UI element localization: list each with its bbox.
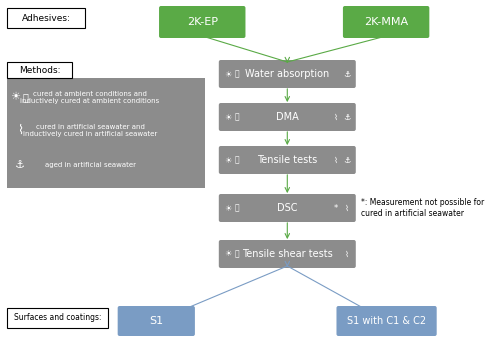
FancyBboxPatch shape: [219, 194, 356, 222]
Text: ⚓: ⚓: [15, 160, 25, 170]
Text: ⚓: ⚓: [343, 112, 350, 121]
Text: *: *: [334, 203, 338, 212]
Text: cured at ambient conditions and
inductively cured at ambient conditions: cured at ambient conditions and inductiv…: [20, 91, 160, 103]
Text: ☀: ☀: [224, 249, 232, 259]
Text: Ⓣ: Ⓣ: [235, 112, 240, 121]
Text: Ⓣ: Ⓣ: [235, 249, 240, 259]
Text: S1 with C1 & C2: S1 with C1 & C2: [347, 316, 426, 326]
Text: ☀: ☀: [224, 203, 232, 212]
Text: DSC: DSC: [277, 203, 297, 213]
FancyBboxPatch shape: [336, 306, 436, 336]
FancyBboxPatch shape: [219, 146, 356, 174]
Text: Surfaces and coatings:: Surfaces and coatings:: [14, 313, 102, 322]
Text: Ⓣ: Ⓣ: [235, 69, 240, 78]
Text: ⚓: ⚓: [343, 155, 350, 164]
FancyBboxPatch shape: [343, 6, 430, 38]
Text: aged in artificial seawater: aged in artificial seawater: [44, 162, 136, 168]
Text: 2K-MMA: 2K-MMA: [364, 17, 408, 27]
Text: DMA: DMA: [276, 112, 298, 122]
FancyBboxPatch shape: [219, 240, 356, 268]
Bar: [8, 308, 108, 328]
Text: Methods:: Methods:: [19, 66, 60, 75]
Text: ☀: ☀: [224, 155, 232, 164]
Text: S1: S1: [149, 316, 164, 326]
Text: Ⓣ: Ⓣ: [235, 203, 240, 212]
Text: ⌇: ⌇: [17, 124, 24, 136]
Text: ☀: ☀: [224, 69, 232, 78]
Text: Tensile tests: Tensile tests: [257, 155, 318, 165]
Text: Adhesives:: Adhesives:: [22, 14, 71, 23]
Text: ⚓: ⚓: [343, 69, 350, 78]
Text: ☀: ☀: [10, 92, 20, 102]
Text: cured in artificial seawater and
inductively cured in artificial seawater: cured in artificial seawater and inducti…: [23, 124, 157, 136]
Text: Water absorption: Water absorption: [245, 69, 330, 79]
Text: ⌇: ⌇: [344, 203, 348, 212]
Bar: [8, 8, 86, 28]
Text: ⌇: ⌇: [334, 155, 338, 164]
FancyBboxPatch shape: [219, 103, 356, 131]
Text: 2K-EP: 2K-EP: [187, 17, 218, 27]
Text: Ⓣ: Ⓣ: [235, 155, 240, 164]
Text: ⌇: ⌇: [334, 112, 338, 121]
Text: ☀: ☀: [224, 112, 232, 121]
Text: Ⓣ: Ⓣ: [23, 92, 28, 102]
Text: Tensile shear tests: Tensile shear tests: [242, 249, 332, 259]
FancyBboxPatch shape: [118, 306, 195, 336]
Bar: [8, 78, 205, 188]
FancyBboxPatch shape: [219, 60, 356, 88]
Text: *: Measurement not possible for
cured in artificial seawater: *: Measurement not possible for cured in…: [362, 198, 484, 218]
FancyBboxPatch shape: [159, 6, 246, 38]
Text: ⌇: ⌇: [344, 249, 348, 259]
Bar: [8, 62, 72, 78]
